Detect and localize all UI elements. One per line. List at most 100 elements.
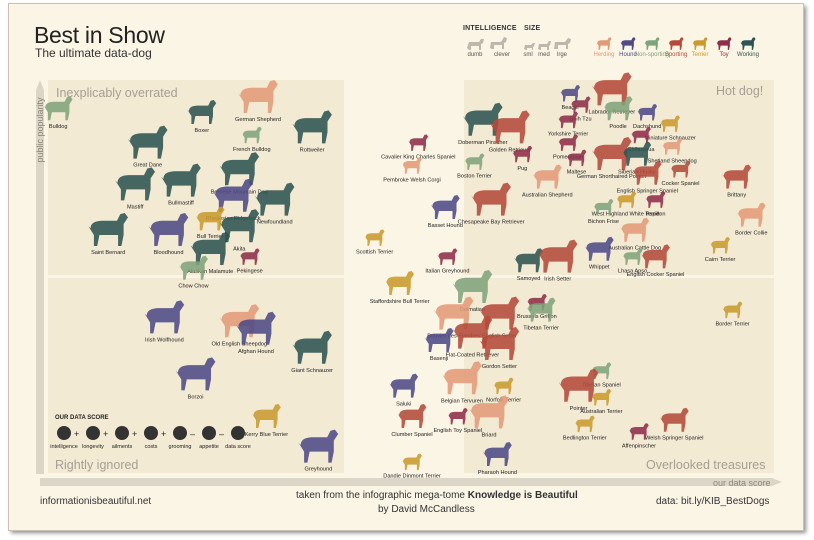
dog-icon xyxy=(532,164,562,189)
dog-point-dachshund[interactable]: Dachshund xyxy=(633,104,661,130)
dog-point-boston-terrier[interactable]: Boston Terrier xyxy=(457,153,492,179)
score-intelligence-icon xyxy=(57,426,71,440)
dog-point-beagle[interactable]: Beagle xyxy=(560,85,581,111)
dog-point-dalmatian[interactable]: Dalmatian xyxy=(452,270,493,313)
dog-point-samoyed[interactable]: Samoyed xyxy=(514,248,543,282)
dog-point-yorkshire-terrier[interactable]: Yorkshire Terrier xyxy=(548,111,589,138)
dog-point-flat-coated-retriever[interactable]: Flat-Coated Retriever xyxy=(446,315,500,359)
dog-point-pekingese[interactable]: Pekingese xyxy=(237,248,263,274)
dog-point-doberman-pinscher[interactable]: Doberman Pinscher xyxy=(458,102,508,146)
dog-point-bichon-frise[interactable]: Bichon Frise xyxy=(588,199,619,225)
dog-point-chesapeake-bay-retriever[interactable]: Chesapeake Bay Retriever xyxy=(458,182,525,226)
dog-point-alaskan-malamute[interactable]: Alaskan Malamute xyxy=(187,232,233,275)
dog-point-brittany[interactable]: Brittany xyxy=(722,164,752,199)
dog-point-pointer[interactable]: Pointer xyxy=(558,368,599,412)
dog-icon xyxy=(637,104,658,121)
score-data-score-icon xyxy=(231,426,245,440)
dog-point-whippet[interactable]: Whippet xyxy=(584,236,614,271)
dog-point-affenpinscher[interactable]: Affenpinscher xyxy=(622,423,656,449)
dog-point-gordon-setter[interactable]: Gordon Setter xyxy=(479,327,520,370)
dog-point-maltese[interactable]: Maltese xyxy=(566,149,587,176)
dog-label: Briard xyxy=(482,433,497,439)
dog-point-australian-terrier[interactable]: Australian Terrier xyxy=(580,389,623,415)
dog-label: Pembroke Welsh Corgi xyxy=(383,177,440,183)
dog-point-greyhound[interactable]: Greyhound xyxy=(298,429,339,473)
dog-icon xyxy=(402,453,422,471)
dog-point-saluki[interactable]: Saluki xyxy=(389,373,419,408)
dog-point-belgian-tervuren[interactable]: Belgian Tervuren xyxy=(441,361,483,404)
dog-point-lhasa-apso[interactable]: Lhasa Apso xyxy=(618,248,647,274)
dog-point-irish-setter[interactable]: Irish Setter xyxy=(537,239,578,283)
dog-point-german-shorthaired-pointer[interactable]: German Shorthaired Pointer xyxy=(577,137,647,180)
dog-label: Shih Tzu xyxy=(570,116,592,122)
dog-point-german-shepherd[interactable]: German Shepherd xyxy=(235,80,281,123)
dog-point-scottish-terrier[interactable]: Scottish Terrier xyxy=(356,229,393,256)
x-axis-label: our data score xyxy=(713,478,771,488)
dog-point-great-dane[interactable]: Great Dane xyxy=(127,125,168,169)
dog-point-shih-tzu[interactable]: Shih Tzu xyxy=(570,96,592,122)
dog-point-labrador-retriever[interactable]: Labrador Retriever xyxy=(588,72,635,116)
dog-point-saint-bernard[interactable]: Saint Bernard xyxy=(88,213,128,256)
dog-icon xyxy=(115,167,155,201)
dog-point-chow-chow[interactable]: Chow Chow xyxy=(178,255,210,290)
dog-point-australian-cattle-dog[interactable]: Australian Cattle Dog xyxy=(608,217,661,252)
dog-point-border-terrier[interactable]: Border Terrier xyxy=(715,301,750,328)
dog-point-akita[interactable]: Akita xyxy=(219,209,260,252)
dog-point-cavalier-king-charles-spaniel[interactable]: Cavalier King Charles Spaniel xyxy=(381,134,455,160)
dog-point-english-cocker-spaniel[interactable]: English Cocker Spaniel xyxy=(627,244,685,278)
dog-point-mastiff[interactable]: Mastiff xyxy=(115,167,155,211)
dog-point-boxer[interactable]: Boxer xyxy=(187,100,217,134)
dog-point-italian-greyhound[interactable]: Italian Greyhound xyxy=(425,248,469,274)
dog-point-english-springer-spaniel[interactable]: English Springer Spaniel xyxy=(617,160,678,195)
dog-point-west-highland-white-terrier[interactable]: West Highland White Terrier xyxy=(592,191,662,217)
dog-point-australian-shepherd[interactable]: Australian Shepherd xyxy=(522,164,573,199)
dog-point-cairn-terrier[interactable]: Cairn Terrier xyxy=(705,237,736,263)
dog-point-pharaoh-hound[interactable]: Pharaoh Hound xyxy=(478,442,517,476)
dog-point-bedlington-terrier[interactable]: Bedlington Terrier xyxy=(563,415,607,442)
dog-point-tibetan-terrier[interactable]: Tibetan Terrier xyxy=(523,297,559,332)
dog-point-briard[interactable]: Briard xyxy=(469,395,509,439)
dog-point-miniature-schnauzer[interactable]: Miniature Schnauzer xyxy=(644,115,696,141)
dog-label: Kerry Blue Terrier xyxy=(245,432,289,438)
dog-point-staffordshire-bull-terrier[interactable]: Staffordshire Bull Terrier xyxy=(370,271,430,305)
dog-point-basset-hound[interactable]: Basset Hound xyxy=(428,195,463,229)
score-ailments-label: ailments xyxy=(111,444,133,450)
dog-point-basenji[interactable]: Basenji xyxy=(424,328,454,362)
dog-point-newfoundland[interactable]: Newfoundland xyxy=(254,182,295,226)
dog-icon xyxy=(452,315,493,349)
dog-point-border-collie[interactable]: Border Collie xyxy=(735,202,767,237)
dog-icon xyxy=(437,248,458,265)
dog-label: Golden Retriever xyxy=(489,148,531,154)
score-grooming-label: grooming xyxy=(168,444,192,450)
dog-icon xyxy=(464,153,485,170)
dog-icon xyxy=(190,232,230,265)
dog-point-rottweiler[interactable]: Rottweiler xyxy=(292,110,332,154)
dog-point-kerry-blue-terrier[interactable]: Kerry Blue Terrier xyxy=(245,404,289,438)
dog-point-pembroke-welsh-corgi[interactable]: Pembroke Welsh Corgi xyxy=(383,157,441,183)
dog-point-pug[interactable]: Pug xyxy=(512,145,533,172)
dog-point-giant-schnauzer[interactable]: Giant Schnauzer xyxy=(291,330,333,374)
dog-icon xyxy=(526,297,556,322)
dog-point-bulldog[interactable]: Bulldog xyxy=(43,96,73,130)
dog-point-clumber-spaniel[interactable]: Clumber Spaniel xyxy=(391,404,433,438)
dog-icon xyxy=(722,301,743,319)
dog-point-shetland-sheepdog[interactable]: Shetland Sheepdog xyxy=(648,138,697,164)
dog-point-english-toy-spaniel[interactable]: English Toy Spaniel xyxy=(433,408,482,434)
small-dog-icon xyxy=(524,43,535,50)
dog-icon xyxy=(442,361,482,395)
dog-point-dandie-dinmont-terrier[interactable]: Dandie Dinmont Terrier xyxy=(383,453,441,480)
dog-point-bull-terrier[interactable]: Bull Terrier xyxy=(195,206,225,240)
dog-point-cocker-spaniel[interactable]: Cocker Spaniel xyxy=(662,161,700,187)
dog-icon xyxy=(479,327,520,360)
dog-point-papillon[interactable]: Papillon xyxy=(646,191,666,217)
dog-point-bouvier-des-flandres[interactable]: Bouvier des Flandres xyxy=(427,296,480,340)
footer-site[interactable]: informationisbeautiful.net xyxy=(40,496,152,507)
dog-point-afghan-hound[interactable]: Afghan Hound xyxy=(236,311,276,355)
dog-point-poodle[interactable]: Poodle xyxy=(603,96,633,130)
dog-point-welsh-springer-spaniel[interactable]: Welsh Springer Spaniel xyxy=(645,407,703,442)
score-appetite-label: appetite xyxy=(199,444,219,450)
dog-icon xyxy=(397,404,427,428)
dog-icon xyxy=(670,161,691,178)
dog-label: Labrador Retriever xyxy=(588,110,635,116)
footer-data-source[interactable]: data: bit.ly/KIB_BestDogs xyxy=(656,496,770,507)
